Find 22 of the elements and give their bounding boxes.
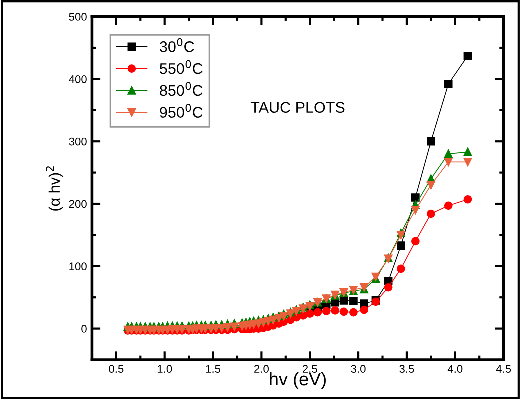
y-tick-label: 400 — [69, 75, 87, 84]
y-tick-label: 0 — [82, 325, 87, 333]
x-tick-label: 2.5 — [302, 365, 318, 374]
legend-label: 30$^{0}$C — [160, 38, 194, 52]
x-tick-label: 1.5 — [206, 365, 221, 374]
x-tick-label: 3.0 — [351, 365, 366, 374]
y-axis-title: (α hv)$^{2}$ — [46, 166, 64, 211]
x-tick-label: 1.0 — [158, 365, 172, 374]
y-tick-label: 200 — [69, 200, 87, 208]
x-tick-label: 3.5 — [400, 365, 414, 374]
y-tick-label: 100 — [70, 262, 87, 271]
x-axis-title: hv (eV) — [270, 372, 326, 390]
x-tick-label: 0.5 — [109, 365, 124, 374]
x-tick-label: 2.0 — [254, 365, 269, 374]
legend-label: 950$^{0}$C — [160, 104, 203, 118]
x-tick-label: 4.0 — [448, 365, 463, 374]
legend-label: 850$^{0}$C — [160, 82, 203, 96]
y-tick-label: 300 — [69, 138, 87, 146]
legend-label: 550$^{0}$C — [160, 60, 203, 74]
x-tick-label: 4.5 — [496, 365, 512, 374]
y-tick-label: 500 — [69, 13, 87, 21]
annotation: TAUC PLOTS — [250, 102, 345, 114]
